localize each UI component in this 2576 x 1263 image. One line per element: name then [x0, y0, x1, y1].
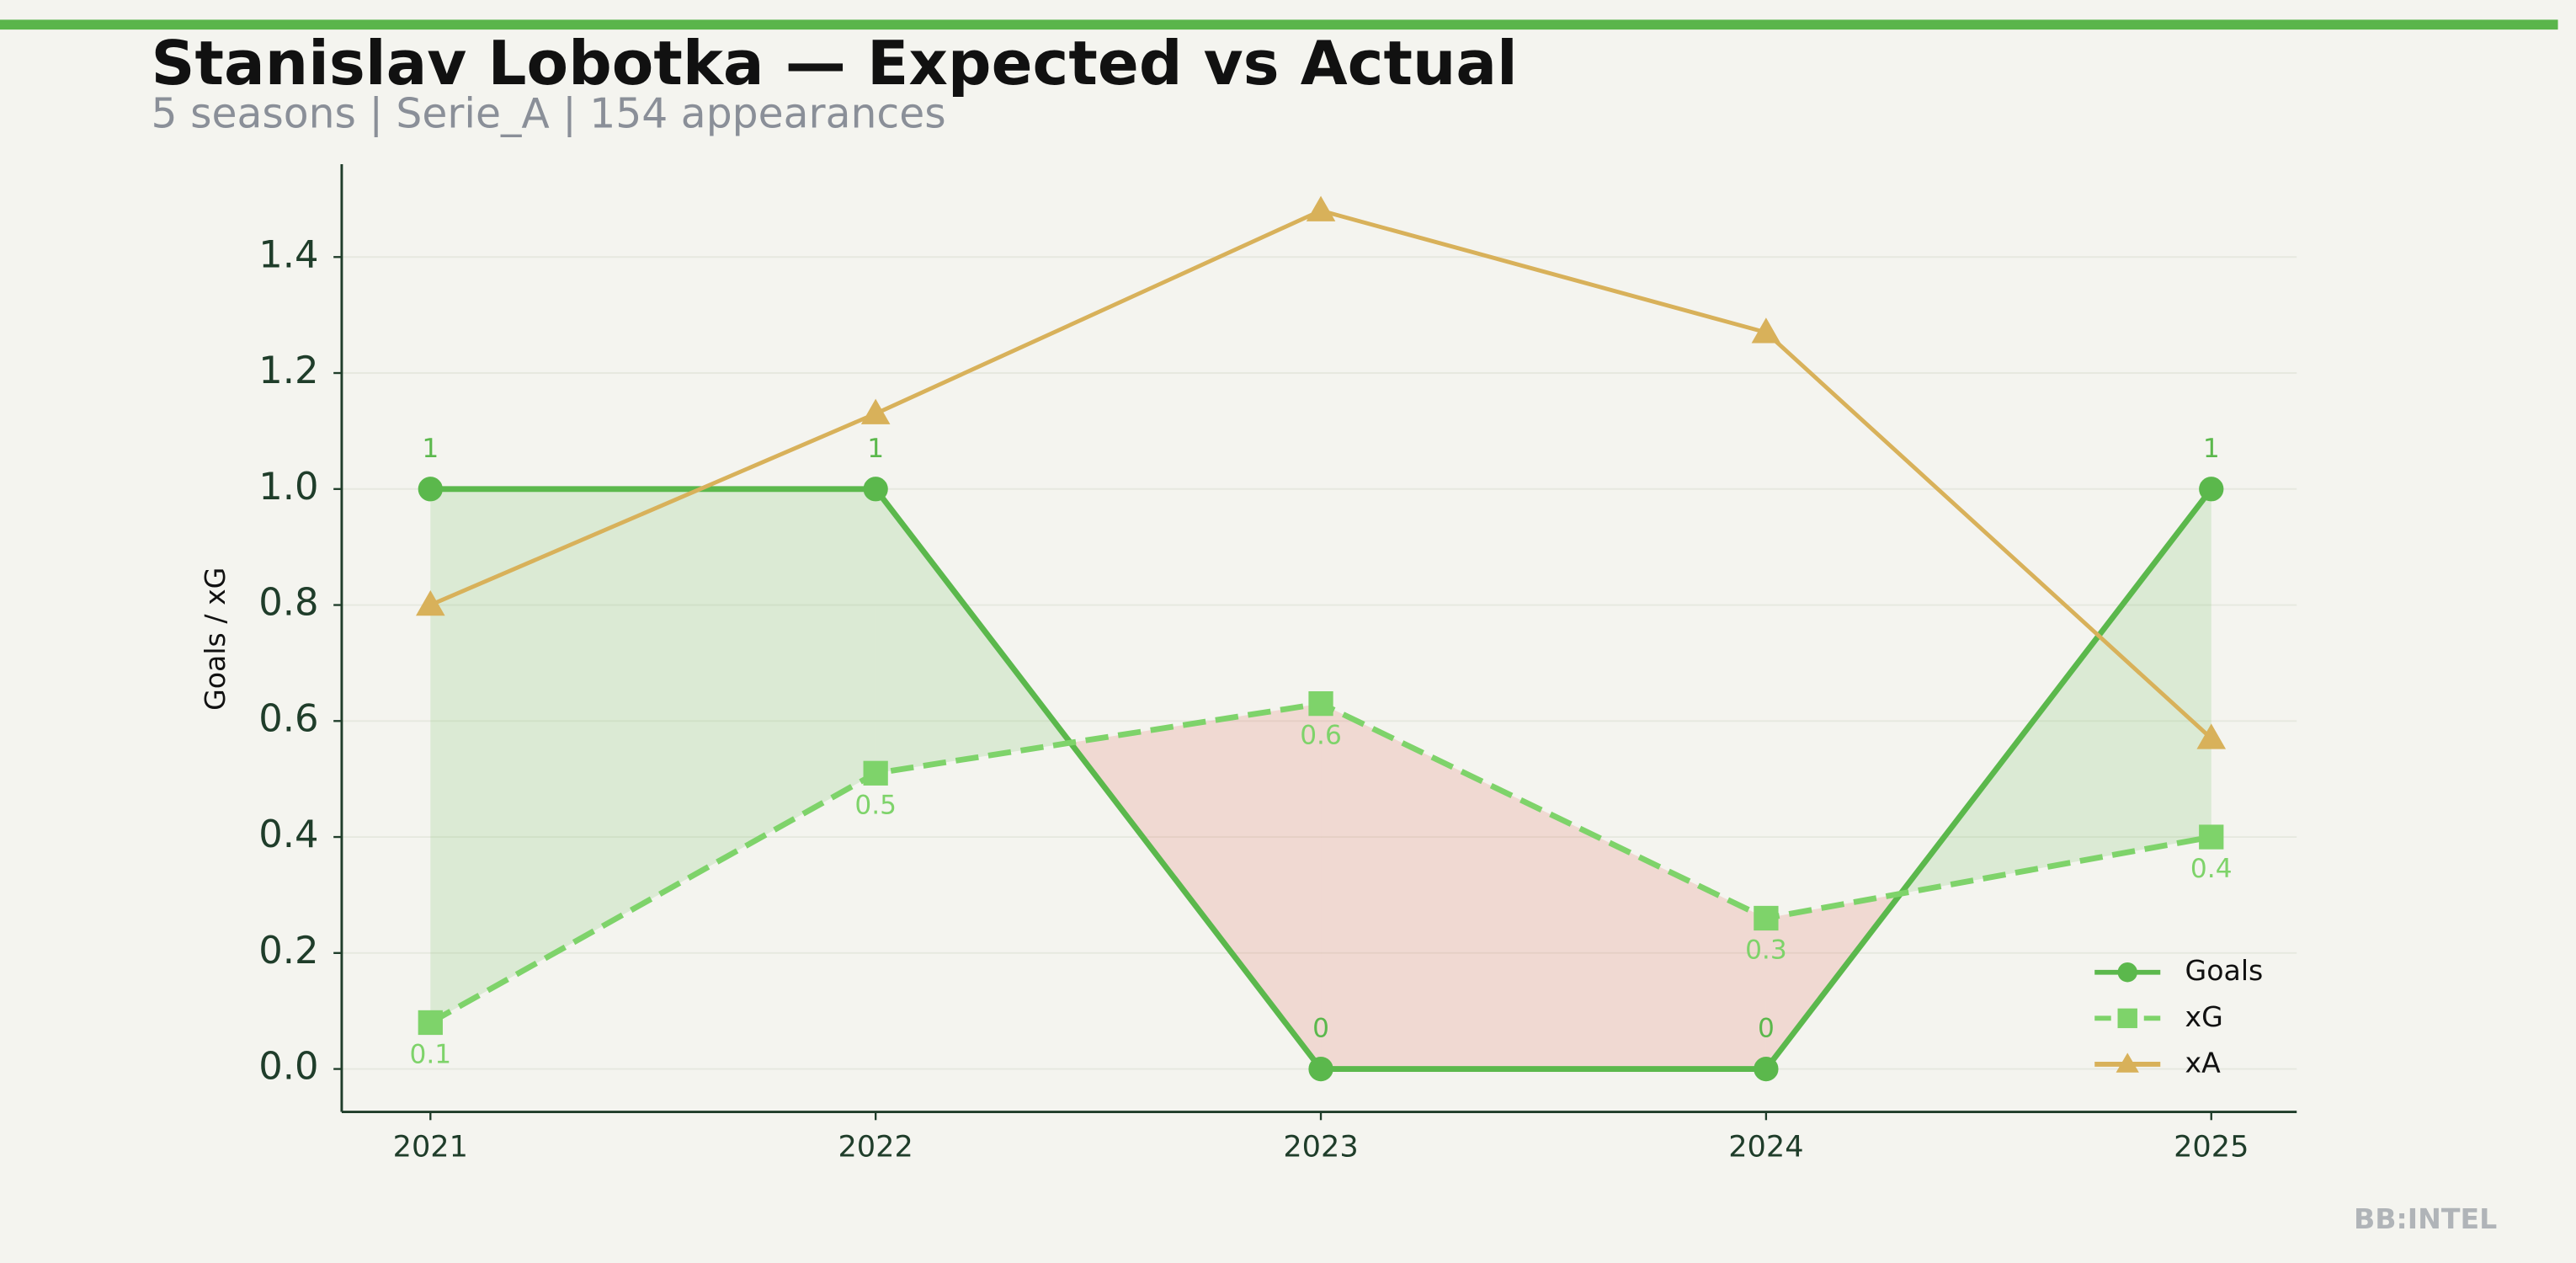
- legend-marker: [2117, 1008, 2137, 1029]
- chart-title: Stanislav Lobotka — Expected vs Actual: [152, 29, 1518, 99]
- y-tick-label: 0.0: [258, 1044, 318, 1089]
- point: [416, 589, 445, 616]
- data-label: 0.3: [1745, 935, 1787, 966]
- point: [418, 1010, 443, 1036]
- x-tick-label: 2022: [838, 1129, 913, 1164]
- point: [1308, 691, 1333, 717]
- y-axis-label: Goals / xG: [199, 568, 232, 711]
- point: [1754, 905, 1779, 931]
- point: [1308, 1056, 1333, 1082]
- watermark: BB:INTEL: [2354, 1202, 2497, 1235]
- point: [1751, 317, 1781, 344]
- data-label: 0: [1758, 1014, 1775, 1044]
- point: [418, 477, 443, 502]
- difference-area: [1070, 703, 1322, 1069]
- data-label: 1: [422, 434, 439, 464]
- data-label: 0: [1312, 1014, 1329, 1044]
- legend-marker: [2116, 1052, 2139, 1073]
- difference-area: [430, 488, 876, 1023]
- point: [2196, 723, 2227, 749]
- x-tick-label: 2024: [1728, 1129, 1803, 1164]
- legend-label: xG: [2185, 1000, 2223, 1033]
- y-tick-label: 0.2: [258, 928, 318, 973]
- data-label: 1: [867, 434, 884, 464]
- y-tick-label: 1.4: [258, 232, 318, 276]
- data-label: 0.5: [854, 790, 897, 820]
- y-tick-label: 1.2: [258, 348, 318, 392]
- data-label: 0.4: [2190, 854, 2233, 884]
- point: [2199, 824, 2224, 850]
- legend-marker: [2117, 962, 2137, 983]
- difference-area: [876, 488, 1071, 774]
- data-label: 1: [2203, 434, 2220, 464]
- x-tick-label: 2021: [393, 1129, 468, 1164]
- y-tick-label: 1.0: [258, 464, 318, 509]
- point: [863, 477, 888, 502]
- point: [863, 760, 888, 786]
- difference-area: [1321, 703, 1766, 1069]
- top-bar: [0, 19, 2558, 30]
- point: [1754, 1056, 1779, 1082]
- point: [860, 398, 891, 424]
- x-tick-label: 2023: [1283, 1129, 1358, 1164]
- y-tick-label: 0.4: [258, 812, 318, 856]
- legend-label: xA: [2185, 1046, 2222, 1079]
- y-tick-label: 0.8: [258, 580, 318, 625]
- y-tick-label: 0.6: [258, 695, 318, 740]
- chart-subtitle: 5 seasons | Serie_A | 154 appearances: [152, 89, 946, 137]
- data-label: 0.6: [1300, 721, 1342, 751]
- data-label: 0.1: [409, 1039, 451, 1069]
- point: [1306, 195, 1336, 221]
- x-tick-label: 2025: [2174, 1129, 2249, 1164]
- legend-label: Goals: [2185, 954, 2264, 987]
- point: [2199, 477, 2224, 502]
